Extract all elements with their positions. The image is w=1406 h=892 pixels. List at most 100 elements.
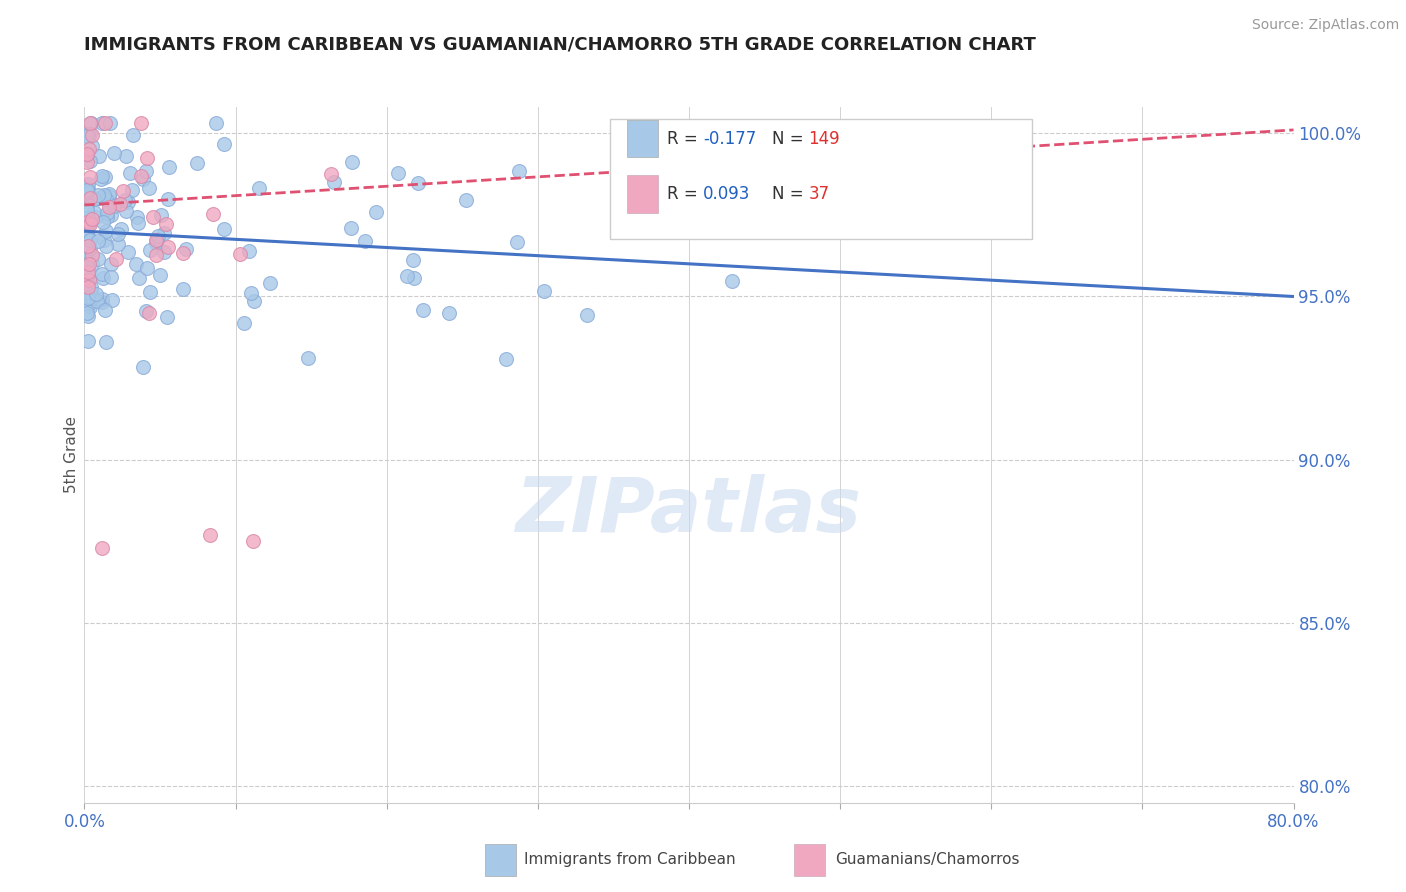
Point <box>136 261 159 276</box>
Point <box>366 205 388 219</box>
Point <box>437 306 460 320</box>
Y-axis label: 5th Grade: 5th Grade <box>63 417 79 493</box>
Point <box>149 268 172 282</box>
Point <box>110 221 132 235</box>
Point <box>125 257 148 271</box>
Point <box>77 216 100 230</box>
Point <box>404 271 426 285</box>
Point <box>242 534 264 549</box>
Point <box>77 246 100 260</box>
Point <box>121 183 143 197</box>
Point <box>90 541 112 555</box>
Point <box>323 175 346 189</box>
Point <box>76 203 98 218</box>
Point <box>76 228 98 243</box>
Point <box>87 191 110 205</box>
Point <box>93 188 115 202</box>
Point <box>132 171 155 186</box>
Point <box>83 192 105 206</box>
Point <box>239 285 262 300</box>
Point <box>122 128 145 143</box>
Point <box>76 147 98 161</box>
Point <box>76 238 98 252</box>
Point <box>117 195 139 210</box>
Point <box>156 310 179 325</box>
Point <box>135 164 157 178</box>
Text: R =: R = <box>666 185 703 203</box>
Point <box>79 116 101 130</box>
Point <box>76 220 98 235</box>
Point <box>77 177 100 191</box>
Point <box>146 233 169 247</box>
Point <box>76 147 98 161</box>
Point <box>90 292 112 306</box>
Point <box>406 177 429 191</box>
Point <box>98 189 121 203</box>
Point <box>156 240 179 254</box>
Point <box>104 252 127 266</box>
Text: IMMIGRANTS FROM CARIBBEAN VS GUAMANIAN/CHAMORRO 5TH GRADE CORRELATION CHART: IMMIGRANTS FROM CARIBBEAN VS GUAMANIAN/C… <box>84 36 1036 54</box>
Point <box>79 215 101 229</box>
Point <box>76 253 98 268</box>
Point <box>575 308 598 322</box>
Point <box>79 300 101 314</box>
Point <box>91 267 114 281</box>
Point <box>139 244 162 258</box>
Point <box>174 242 197 256</box>
Text: 149: 149 <box>808 129 841 147</box>
Text: Guamanians/Chamorros: Guamanians/Chamorros <box>835 853 1019 867</box>
Point <box>76 244 98 258</box>
Point <box>77 265 100 279</box>
Point <box>340 155 363 169</box>
Point <box>259 277 281 291</box>
Point <box>387 166 409 180</box>
Point <box>115 203 138 218</box>
Point <box>77 142 100 156</box>
Point <box>79 170 101 185</box>
Point <box>80 287 103 301</box>
Point <box>80 291 103 305</box>
Point <box>212 221 235 235</box>
Point <box>110 197 132 211</box>
Point <box>82 191 104 205</box>
Point <box>395 269 418 284</box>
Point <box>80 280 103 294</box>
Point <box>86 293 108 308</box>
Point <box>127 216 149 230</box>
Point <box>76 226 98 240</box>
Point <box>152 245 174 260</box>
Point <box>115 148 138 162</box>
Text: Source: ZipAtlas.com: Source: ZipAtlas.com <box>1251 18 1399 32</box>
Point <box>98 116 121 130</box>
Point <box>132 359 155 374</box>
Point <box>76 215 98 229</box>
Point <box>200 528 222 542</box>
Point <box>696 193 718 207</box>
Text: R =: R = <box>666 129 703 147</box>
Point <box>83 204 105 219</box>
Point <box>157 160 180 174</box>
Point <box>91 116 114 130</box>
Point <box>129 169 152 183</box>
Point <box>114 193 136 207</box>
Point <box>76 198 98 212</box>
Point <box>135 304 157 318</box>
Point <box>87 149 110 163</box>
Point <box>77 273 100 287</box>
Point <box>91 169 114 183</box>
Point <box>412 303 434 318</box>
Point <box>157 192 180 206</box>
Point <box>297 351 319 365</box>
Point <box>79 191 101 205</box>
Point <box>87 252 110 266</box>
Point <box>186 156 208 170</box>
Point <box>247 181 270 195</box>
Point <box>145 233 167 247</box>
Point <box>100 269 122 284</box>
Point <box>91 271 114 285</box>
Point <box>94 192 117 206</box>
Point <box>96 238 118 252</box>
Point <box>111 184 134 198</box>
Point <box>117 245 139 260</box>
Point <box>76 285 98 300</box>
